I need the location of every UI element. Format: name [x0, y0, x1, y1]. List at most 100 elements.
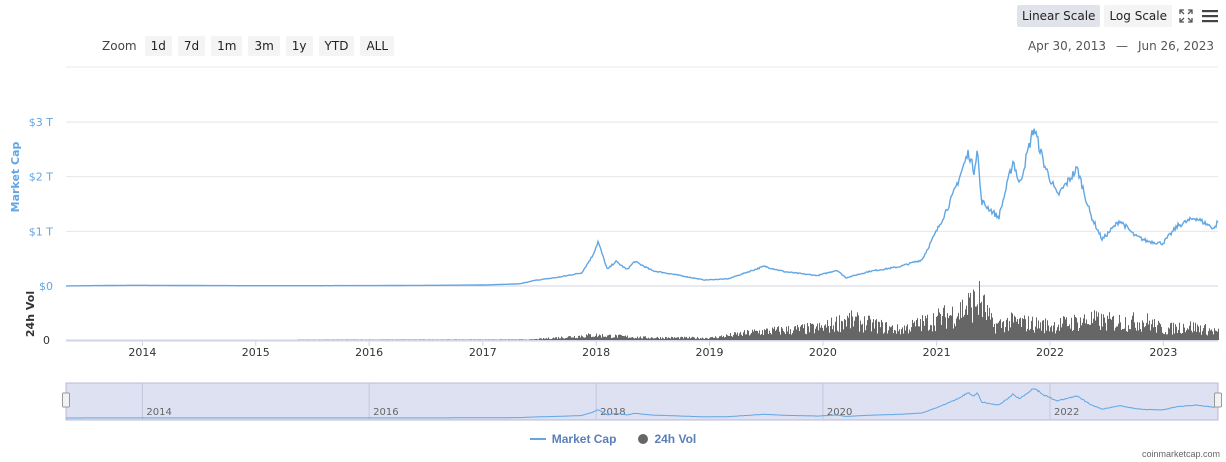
volume-bar: [870, 319, 871, 340]
volume-bar: [677, 337, 678, 340]
volume-bar: [1052, 331, 1053, 340]
volume-bar: [847, 315, 848, 340]
volume-bar: [950, 315, 951, 340]
volume-bar: [1112, 316, 1113, 340]
volume-bar: [609, 334, 610, 340]
fullscreen-icon[interactable]: [1176, 6, 1196, 26]
volume-bar: [927, 314, 928, 340]
volume-bar: [653, 338, 654, 340]
volume-bar: [701, 338, 702, 340]
volume-bar: [923, 321, 924, 340]
volume-bar: [1185, 332, 1186, 340]
volume-bar: [509, 339, 510, 340]
volume-bar: [642, 338, 643, 340]
zoom-all-button[interactable]: ALL: [360, 36, 395, 56]
zoom-7d-button[interactable]: 7d: [177, 36, 206, 56]
volume-bar: [928, 330, 929, 340]
volume-bar: [903, 333, 904, 340]
range-to[interactable]: Jun 26, 2023: [1137, 39, 1214, 53]
volume-bar: [644, 336, 645, 340]
volume-bar: [606, 337, 607, 340]
volume-bar: [1155, 327, 1156, 340]
volume-bar: [1014, 315, 1015, 340]
volume-bar: [659, 339, 660, 340]
volume-bar: [607, 335, 608, 340]
volume-bar: [801, 325, 802, 340]
volume-bar: [947, 313, 948, 340]
volume-bar: [996, 323, 997, 340]
volume-bar: [1129, 329, 1130, 340]
volume-bar: [1076, 317, 1077, 340]
volume-bar: [645, 336, 646, 340]
volume-bar: [753, 331, 754, 340]
log-scale-button[interactable]: Log Scale: [1104, 5, 1172, 27]
volume-bar: [844, 319, 845, 340]
navigator-right-handle[interactable]: [1214, 392, 1222, 408]
volume-bar: [667, 338, 668, 340]
volume-bar: [810, 323, 811, 340]
zoom-1m-button[interactable]: 1m: [211, 36, 243, 56]
volume-bar: [934, 325, 935, 340]
volume-bar: [943, 307, 944, 340]
volume-bar: [1048, 325, 1049, 340]
volume-bar: [1205, 324, 1206, 340]
x-tick-label: 2015: [242, 346, 270, 359]
volume-bar: [889, 326, 890, 340]
volume-bar: [718, 337, 719, 340]
zoom-3m-button[interactable]: 3m: [248, 36, 280, 56]
navigator[interactable]: 2014 2016 2018 2020 2022: [62, 382, 1222, 421]
legend-24h-vol[interactable]: 24h Vol: [638, 432, 696, 446]
volume-bar: [1211, 329, 1212, 340]
volume-bar: [775, 330, 776, 340]
hamburger-menu-icon[interactable]: [1200, 6, 1220, 26]
volume-bar: [1130, 329, 1131, 340]
volume-bar: [547, 338, 548, 340]
volume-bar: [692, 336, 693, 340]
volume-bar: [912, 319, 913, 340]
volume-bar: [890, 327, 891, 340]
volume-bar: [871, 331, 872, 340]
navigator-left-handle[interactable]: [62, 392, 70, 408]
range-from[interactable]: Apr 30, 2013: [1027, 39, 1106, 53]
volume-bar: [899, 329, 900, 340]
linear-scale-button[interactable]: Linear Scale: [1017, 5, 1101, 27]
volume-bar: [602, 334, 603, 340]
volume-bar: [995, 333, 996, 340]
volume-bar: [1117, 326, 1118, 340]
volume-bar: [797, 324, 798, 340]
volume-bar: [633, 337, 634, 340]
navigator-tick-label: 2020: [827, 407, 852, 418]
volume-bar: [652, 337, 653, 340]
zoom-1y-button[interactable]: 1y: [285, 36, 313, 56]
volume-bar: [1027, 328, 1028, 340]
volume-bar: [1145, 326, 1146, 340]
volume-bar: [1167, 334, 1168, 340]
volume-bar: [1189, 325, 1190, 340]
volume-bar: [885, 322, 886, 340]
volume-bar: [1019, 318, 1020, 340]
zoom-1d-button[interactable]: 1d: [144, 36, 172, 56]
volume-bar: [623, 336, 624, 340]
zoom-ytd-button[interactable]: YTD: [318, 36, 355, 56]
volume-bar: [783, 331, 784, 340]
volume-bar: [581, 335, 582, 340]
volume-bar: [1218, 328, 1219, 340]
volume-bar: [799, 331, 800, 340]
volume-bar: [1190, 321, 1191, 340]
volume-bar: [600, 335, 601, 340]
volume-bar: [676, 337, 677, 340]
volume-bar: [713, 337, 714, 340]
volume-bar: [1157, 325, 1158, 340]
volume-bar: [658, 337, 659, 340]
volume-bar: [1181, 333, 1182, 340]
volume-bar: [760, 334, 761, 340]
volume-bar: [638, 338, 639, 340]
volume-bar: [746, 334, 747, 340]
volume-bar: [672, 337, 673, 340]
volume-bar: [768, 334, 769, 340]
volume-bar: [731, 336, 732, 340]
volume-bar: [1087, 324, 1088, 340]
volume-bar: [1085, 323, 1086, 340]
legend-market-cap[interactable]: Market Cap: [529, 432, 616, 446]
